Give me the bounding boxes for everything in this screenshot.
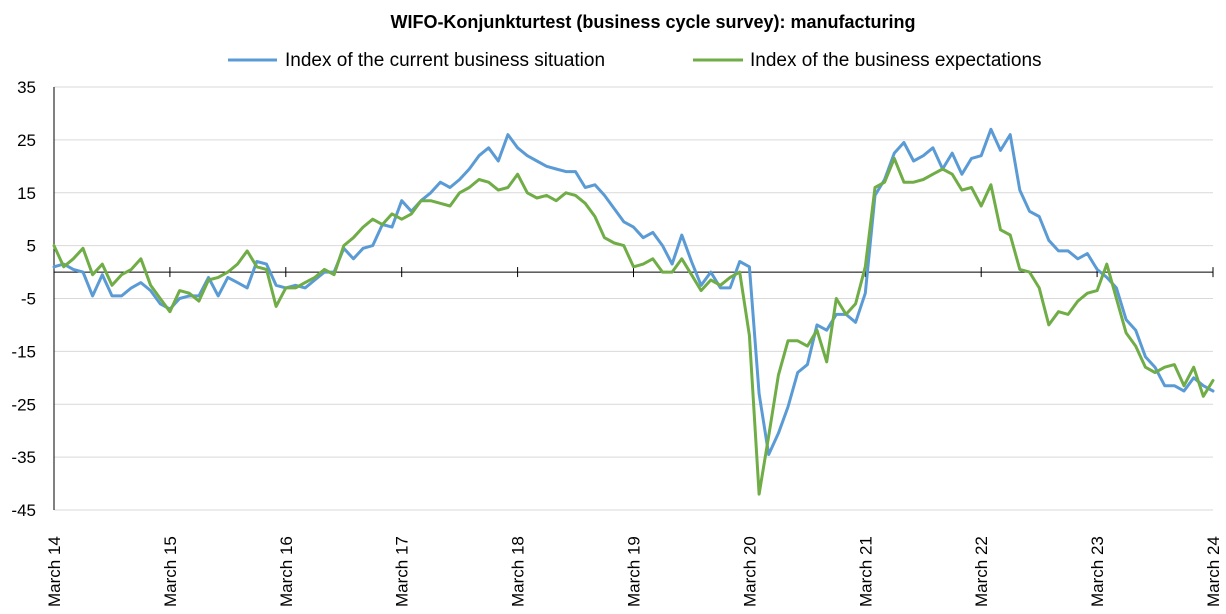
x-tick-label: March 17 <box>393 536 412 607</box>
x-tick-label: March 19 <box>625 536 644 607</box>
x-tick-label: March 21 <box>856 536 875 607</box>
y-tick-label: -25 <box>11 395 36 414</box>
series-line-current-situation <box>52 127 1215 456</box>
y-axis: 35 25 15 5 -5 -15 -25 -35 -45 <box>11 78 55 520</box>
legend: Index of the current business situation … <box>228 50 1042 71</box>
x-tick-label: March 20 <box>740 536 759 607</box>
x-tick-label: March 18 <box>509 536 528 607</box>
series-line-business-expectations <box>52 156 1215 496</box>
x-tick-label: March 15 <box>161 536 180 607</box>
y-tick-label: -45 <box>11 501 36 520</box>
x-tick-label: March 22 <box>972 536 991 607</box>
x-tick-label: March 24 <box>1204 536 1223 607</box>
x-tick-label: March 16 <box>277 536 296 607</box>
series-lines <box>52 127 1215 496</box>
chart-title: WIFO-Konjunkturtest (business cycle surv… <box>390 12 915 32</box>
gridlines <box>54 86 1213 511</box>
y-tick-label: 25 <box>17 131 36 150</box>
y-tick-label: 5 <box>27 237 36 256</box>
x-tick-label: March 14 <box>45 536 64 607</box>
x-tick-label: March 23 <box>1088 536 1107 607</box>
y-tick-label: -35 <box>11 448 36 467</box>
y-tick-label: 35 <box>17 78 36 97</box>
legend-label-current-situation: Index of the current business situation <box>285 50 605 71</box>
y-tick-label: 15 <box>17 184 36 203</box>
legend-label-business-expectations: Index of the business expectations <box>750 50 1042 71</box>
y-tick-label: -15 <box>11 342 36 361</box>
x-axis: March 14 March 15 March 16 March 17 March 18… <box>45 267 1223 607</box>
y-tick-label: -5 <box>21 290 36 309</box>
